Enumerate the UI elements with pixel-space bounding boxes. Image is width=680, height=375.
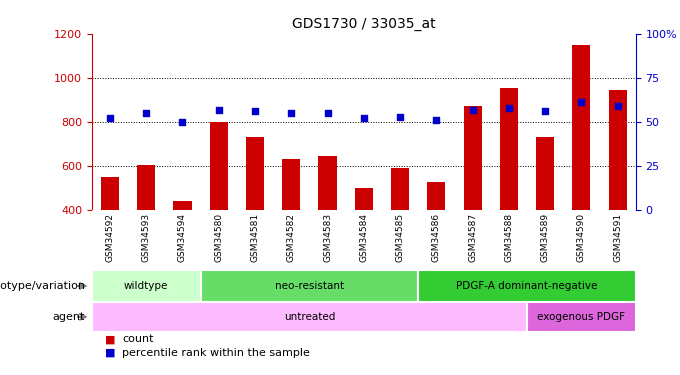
Bar <box>137 165 155 210</box>
Point <box>358 116 369 122</box>
Point <box>286 110 296 116</box>
Bar <box>427 183 445 210</box>
Text: GSM34586: GSM34586 <box>432 213 441 262</box>
Bar <box>201 270 418 302</box>
Text: GSM34591: GSM34591 <box>613 213 622 262</box>
Bar <box>609 90 627 210</box>
Text: PDGF-A dominant-negative: PDGF-A dominant-negative <box>456 281 598 291</box>
Text: count: count <box>122 334 154 344</box>
Text: GSM34590: GSM34590 <box>577 213 586 262</box>
Text: ■: ■ <box>105 334 116 344</box>
Title: GDS1730 / 33035_at: GDS1730 / 33035_at <box>292 17 436 32</box>
Text: neo-resistant: neo-resistant <box>275 281 344 291</box>
Point <box>394 114 405 120</box>
Text: GSM34592: GSM34592 <box>105 213 114 262</box>
Point <box>503 105 514 111</box>
Bar <box>536 137 554 210</box>
Bar <box>318 156 337 210</box>
Bar <box>355 188 373 210</box>
Point <box>250 108 260 114</box>
Point <box>322 110 333 116</box>
Text: GSM34594: GSM34594 <box>178 213 187 262</box>
Text: GSM34581: GSM34581 <box>250 213 260 262</box>
Point <box>431 117 442 123</box>
Point <box>105 116 116 122</box>
Text: GSM34589: GSM34589 <box>541 213 549 262</box>
Bar <box>101 177 119 210</box>
Text: GSM34584: GSM34584 <box>359 213 369 262</box>
Text: GSM34585: GSM34585 <box>396 213 405 262</box>
Text: percentile rank within the sample: percentile rank within the sample <box>122 348 310 357</box>
Text: GSM34583: GSM34583 <box>323 213 332 262</box>
Text: GSM34582: GSM34582 <box>287 213 296 262</box>
Text: wildtype: wildtype <box>124 281 169 291</box>
Bar <box>391 168 409 210</box>
Bar <box>246 137 264 210</box>
Point <box>540 108 551 114</box>
Bar <box>282 159 301 210</box>
Text: GSM34593: GSM34593 <box>141 213 151 262</box>
Bar <box>92 270 201 302</box>
Text: genotype/variation: genotype/variation <box>0 281 85 291</box>
Point <box>214 106 224 112</box>
Bar <box>92 302 527 332</box>
Text: GSM34588: GSM34588 <box>505 213 513 262</box>
Text: ■: ■ <box>105 348 116 357</box>
Text: GSM34580: GSM34580 <box>214 213 223 262</box>
Point <box>141 110 152 116</box>
Bar <box>418 270 636 302</box>
Bar <box>209 122 228 210</box>
Bar <box>173 201 192 210</box>
Point <box>177 119 188 125</box>
Bar <box>500 88 518 210</box>
Point <box>467 106 478 112</box>
Text: GSM34587: GSM34587 <box>468 213 477 262</box>
Text: agent: agent <box>52 312 85 322</box>
Point <box>612 103 623 109</box>
Bar <box>573 45 590 210</box>
Point <box>576 99 587 105</box>
Text: untreated: untreated <box>284 312 335 322</box>
Bar <box>464 106 481 210</box>
Bar <box>527 302 636 332</box>
Text: exogenous PDGF: exogenous PDGF <box>537 312 626 322</box>
